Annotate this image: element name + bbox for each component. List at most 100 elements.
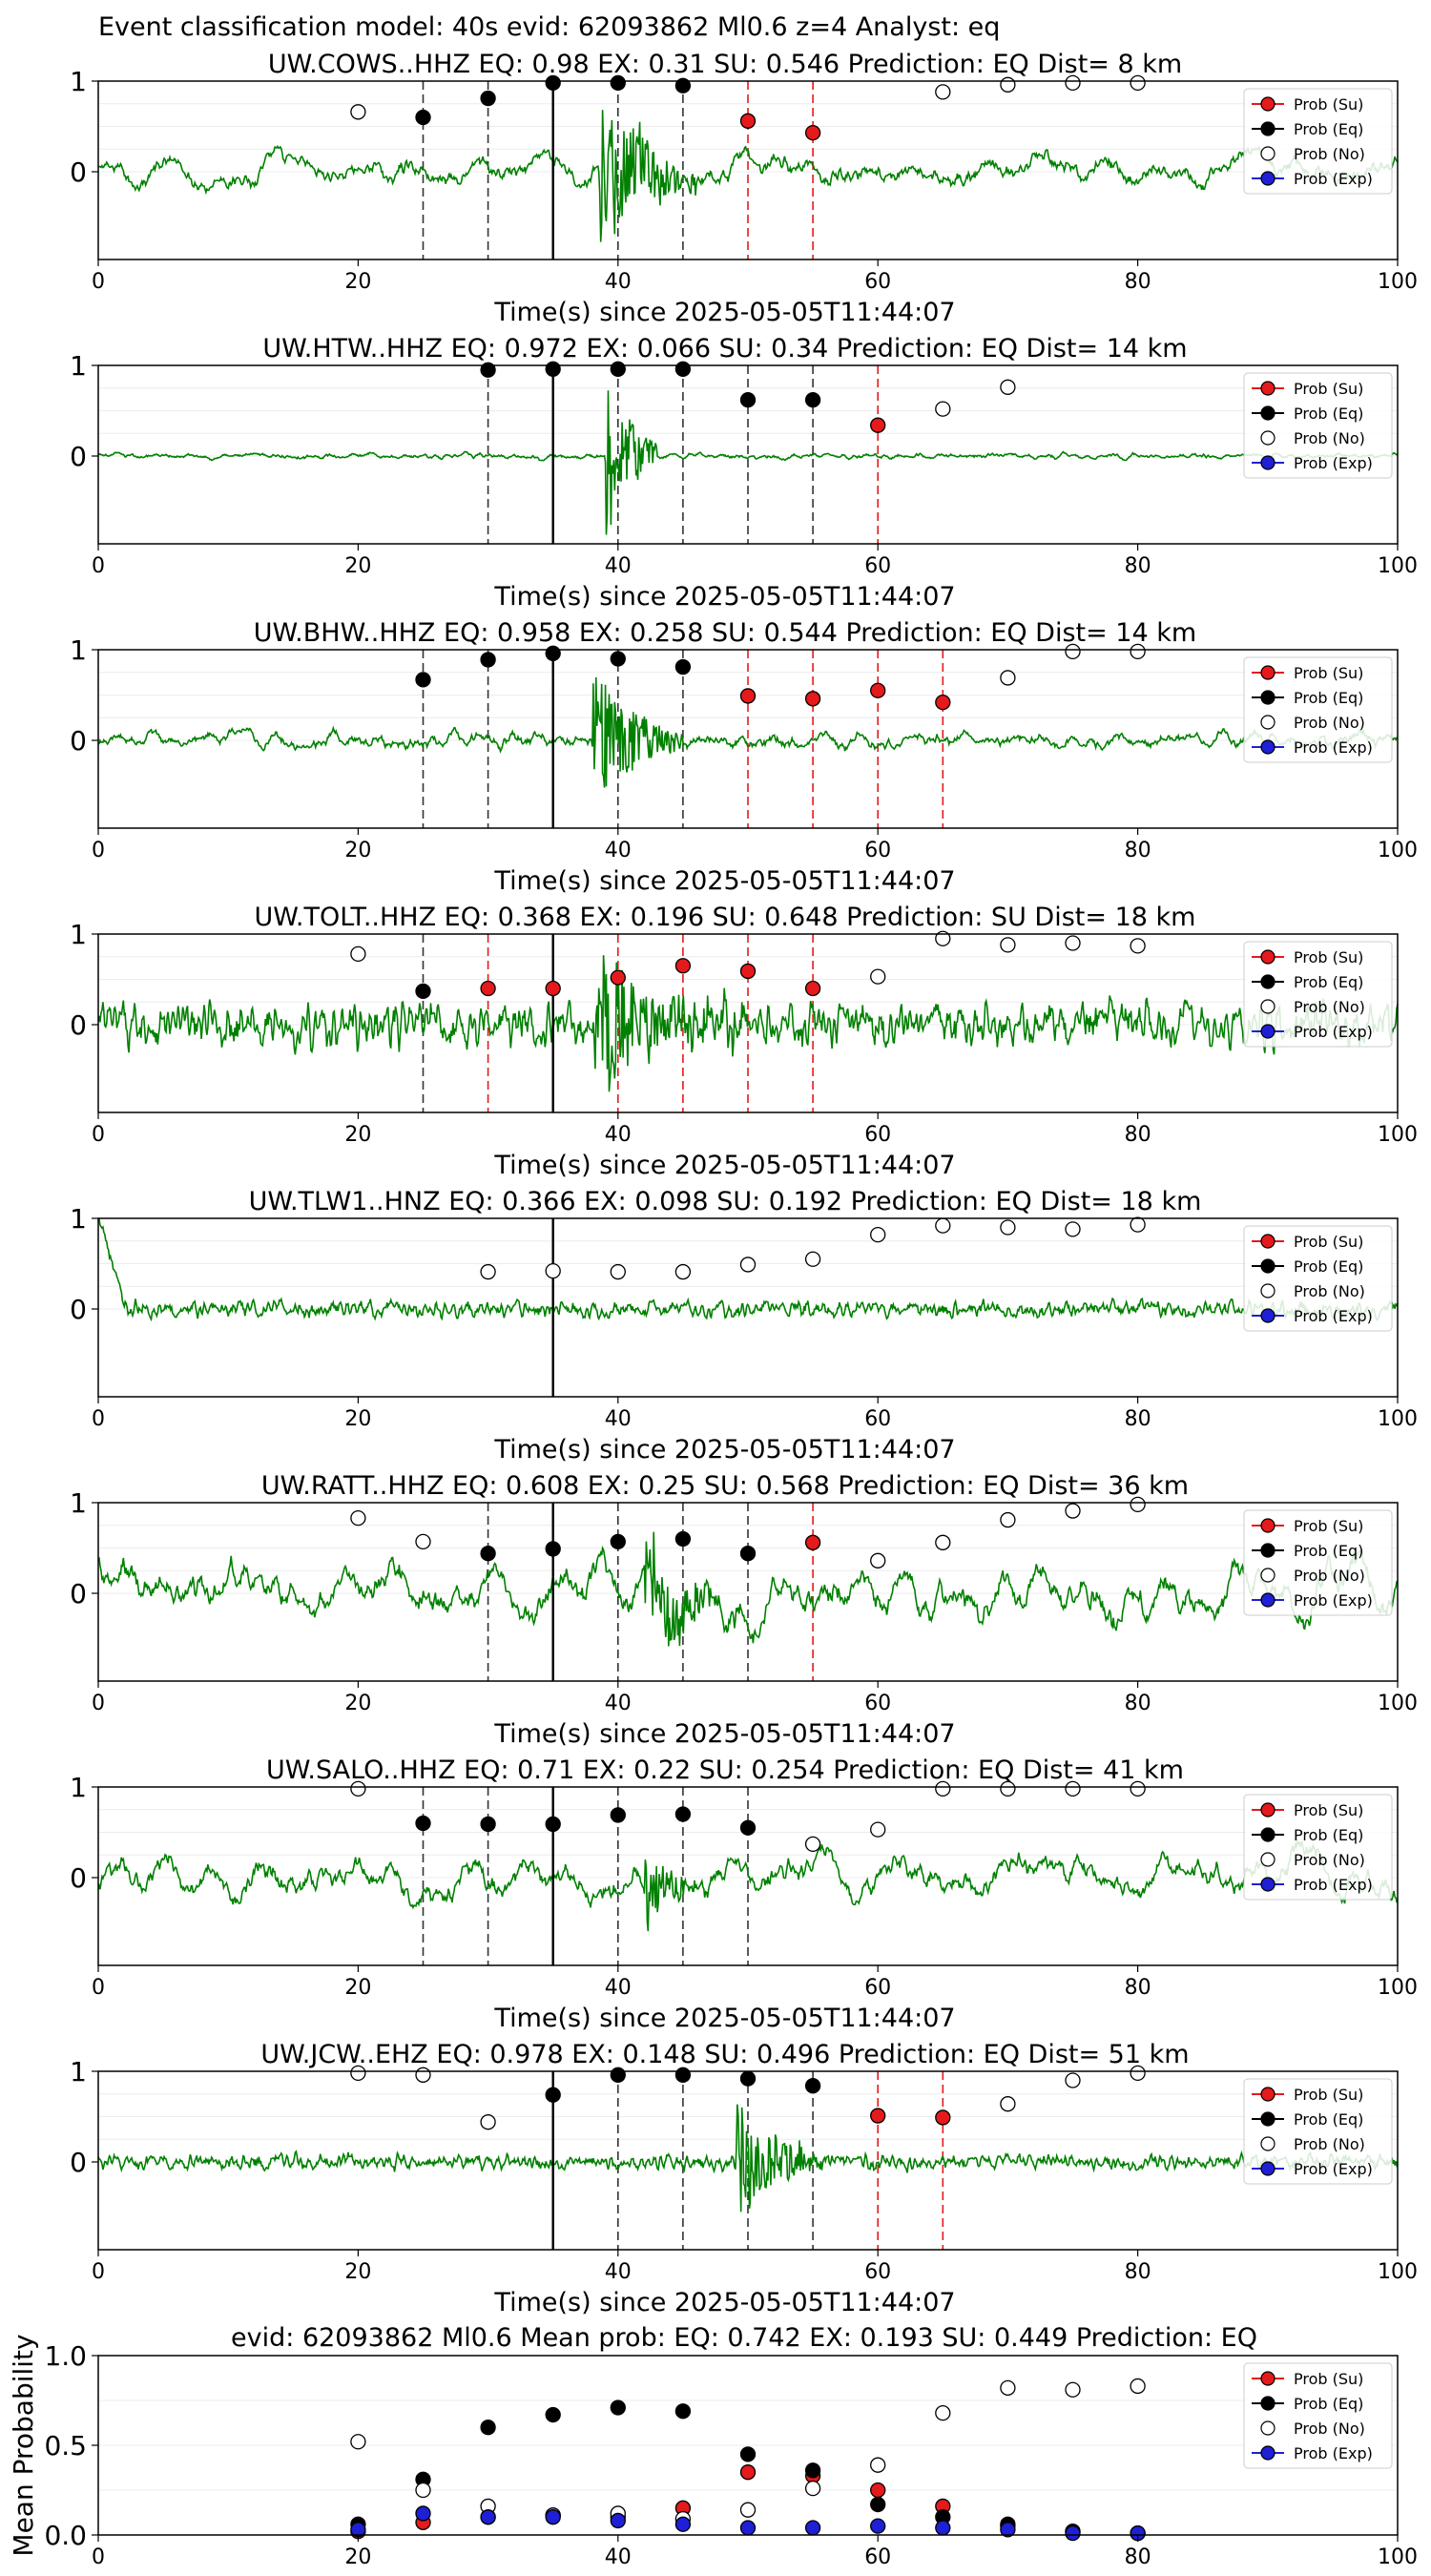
prob-marker-no	[1065, 935, 1081, 951]
x-tick-label: 40	[605, 1123, 632, 1147]
x-tick-label: 60	[864, 270, 891, 294]
prob-marker-eq	[545, 1816, 561, 1833]
x-axis-label: Time(s) since 2025-05-05T11:44:07	[493, 1435, 955, 1465]
prob-marker-no	[1130, 1780, 1146, 1797]
legend-label-exp: Prob (Exp)	[1294, 170, 1373, 188]
prob-marker-no	[870, 1821, 886, 1838]
mean-marker-exp	[674, 2516, 692, 2532]
prob-marker-no	[935, 930, 951, 946]
y-tick-label: 1	[70, 66, 87, 97]
prob-marker-no	[870, 968, 886, 985]
legend-marker-eq	[1260, 121, 1275, 136]
x-axis-label: Time(s) since 2025-05-05T11:44:07	[493, 1151, 955, 1180]
legend-label-no: Prob (No)	[1294, 1282, 1365, 1300]
legend-label-no: Prob (No)	[1294, 2420, 1365, 2438]
legend-box	[1243, 1794, 1393, 1901]
prob-marker-no	[1000, 1780, 1016, 1797]
legend-label-su: Prob (Su)	[1294, 2086, 1363, 2104]
prob-marker-su	[739, 113, 757, 129]
legend-label-eq: Prob (Eq)	[1294, 2395, 1363, 2413]
prob-marker-eq	[739, 1819, 757, 1836]
station-panel-uw-htw--hhz: UW.HTW..HHZ EQ: 0.972 EX: 0.066 SU: 0.34…	[70, 334, 1418, 612]
prob-marker-no	[350, 2065, 366, 2082]
mean-marker-no	[739, 2502, 757, 2518]
legend-box	[1243, 88, 1393, 195]
mean-marker-eq	[610, 2399, 626, 2416]
prob-marker-su	[480, 980, 496, 997]
prob-marker-eq	[804, 2078, 821, 2094]
x-tick-label: 60	[864, 1123, 891, 1147]
x-tick-label: 20	[344, 2260, 371, 2284]
axes-frame	[97, 1786, 1399, 1966]
prob-marker-eq	[480, 362, 496, 378]
waveform-trace	[97, 955, 1399, 1092]
legend-box	[1243, 1509, 1393, 1616]
prob-marker-eq	[415, 983, 431, 999]
legend-label-su: Prob (Su)	[1294, 1233, 1363, 1251]
y-tick-label: 0	[70, 725, 87, 757]
legend-label-no: Prob (No)	[1294, 1567, 1365, 1585]
mean-marker-eq	[674, 2403, 692, 2420]
prob-marker-no	[1000, 2096, 1016, 2112]
mean-marker-su	[870, 2482, 886, 2499]
x-tick-label: 100	[1378, 270, 1418, 294]
x-tick-label: 20	[344, 839, 371, 862]
prob-marker-no	[935, 1780, 951, 1797]
legend-marker-su	[1260, 2371, 1275, 2386]
prob-marker-su	[610, 969, 626, 986]
prob-marker-no	[1065, 643, 1081, 660]
mean-marker-exp	[480, 2509, 496, 2525]
mean-marker-no	[1000, 2379, 1016, 2396]
axes-frame	[97, 1217, 1399, 1398]
prob-marker-eq	[674, 77, 692, 93]
panel-title: UW.COWS..HHZ EQ: 0.98 EX: 0.31 SU: 0.546…	[268, 50, 1182, 79]
y-tick-label: 0	[70, 441, 87, 472]
x-tick-label: 60	[864, 839, 891, 862]
legend-marker-eq	[1260, 1258, 1275, 1274]
legend-label-su: Prob (Su)	[1294, 95, 1363, 114]
prob-marker-no	[870, 1552, 886, 1568]
legend-label-no: Prob (No)	[1294, 998, 1365, 1016]
prob-marker-no	[1000, 1219, 1016, 1236]
prob-marker-no	[415, 2067, 431, 2083]
legend-box	[1243, 2078, 1393, 2185]
prob-marker-no	[804, 1251, 821, 1267]
mean-marker-exp	[935, 2520, 951, 2536]
prob-marker-eq	[610, 361, 626, 377]
prob-marker-eq	[545, 361, 561, 377]
x-tick-label: 20	[344, 1123, 371, 1147]
prob-marker-su	[739, 963, 757, 980]
prob-marker-no	[545, 1262, 561, 1279]
legend-marker-exp	[1260, 1308, 1275, 1323]
station-panel-uw-ratt--hhz: UW.RATT..HHZ EQ: 0.608 EX: 0.25 SU: 0.56…	[70, 1471, 1418, 1749]
legend-label-su: Prob (Su)	[1294, 664, 1363, 682]
prob-marker-no	[1000, 670, 1016, 686]
panel-title: UW.BHW..HHZ EQ: 0.958 EX: 0.258 SU: 0.54…	[254, 618, 1196, 648]
x-tick-label: 80	[1125, 839, 1151, 862]
x-tick-label: 0	[92, 554, 105, 578]
mean-marker-exp	[545, 2509, 561, 2525]
prob-marker-no	[739, 1257, 757, 1273]
prob-marker-eq	[480, 1816, 496, 1833]
legend-label-exp: Prob (Exp)	[1294, 1591, 1373, 1610]
x-tick-label: 80	[1125, 1976, 1151, 2000]
x-tick-label: 100	[1378, 1407, 1418, 1431]
y-tick-label: 0	[70, 1862, 87, 1894]
y-tick-label: 0	[70, 1294, 87, 1325]
prob-marker-no	[480, 1263, 496, 1280]
prob-marker-no	[674, 1263, 692, 1280]
mean-marker-exp	[804, 2520, 821, 2536]
prob-marker-su	[935, 2109, 951, 2126]
prob-marker-su	[804, 691, 821, 707]
x-tick-label: 20	[344, 554, 371, 578]
prob-marker-eq	[674, 2067, 692, 2083]
legend-marker-su	[1260, 1518, 1275, 1533]
prob-marker-no	[350, 104, 366, 120]
station-panel-uw-bhw--hhz: UW.BHW..HHZ EQ: 0.958 EX: 0.258 SU: 0.54…	[70, 618, 1418, 896]
legend-marker-eq	[1260, 2396, 1275, 2411]
prob-marker-no	[1065, 1780, 1081, 1797]
legend-marker-no	[1260, 2136, 1275, 2151]
legend-marker-no	[1260, 2420, 1275, 2436]
legend-label-no: Prob (No)	[1294, 2135, 1365, 2153]
waveform-trace	[97, 676, 1399, 788]
